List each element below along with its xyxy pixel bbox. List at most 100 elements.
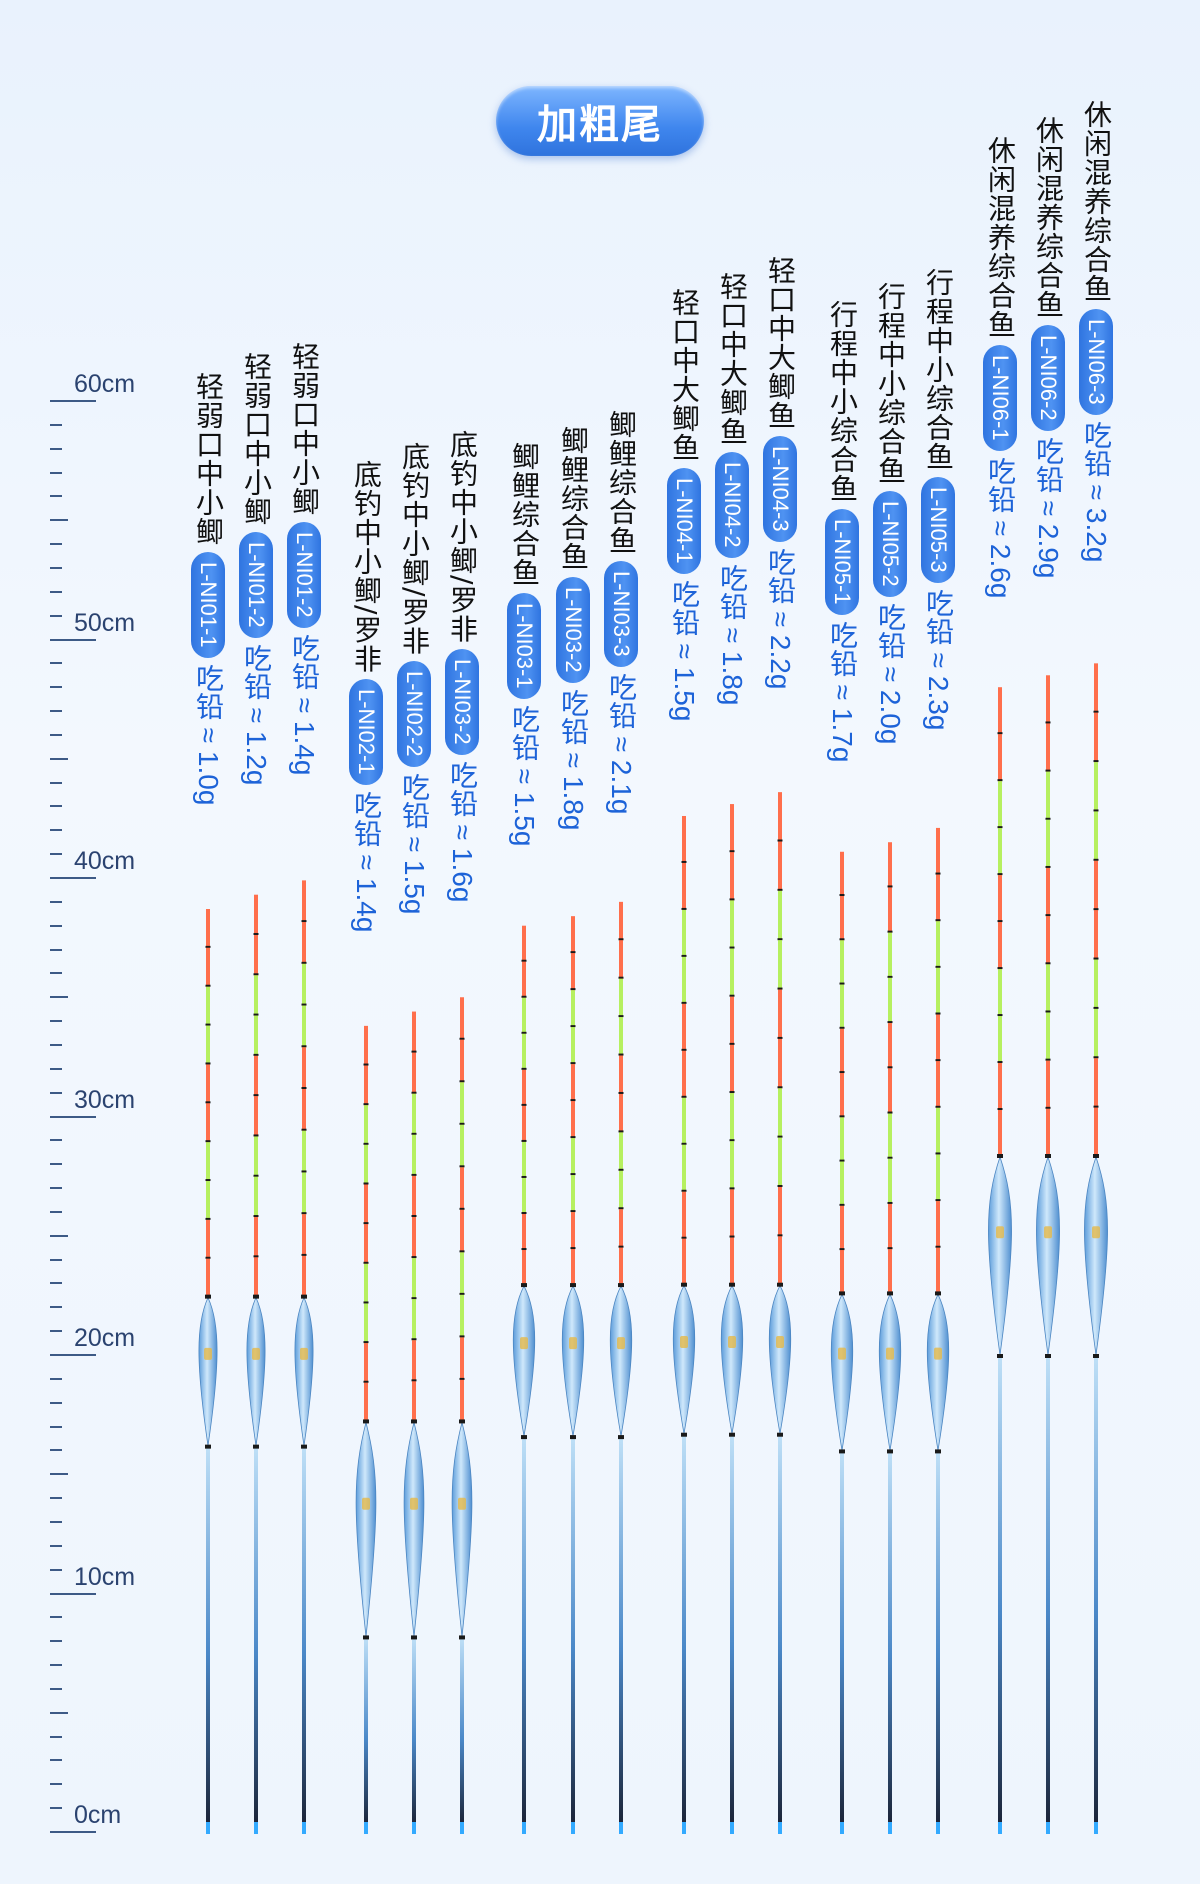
float-body-cap [935, 1291, 941, 1296]
float-tip-band [459, 1207, 465, 1210]
ruler-tick [50, 1187, 62, 1190]
float-stem [998, 1355, 1002, 1824]
float-tip-band [411, 1256, 417, 1259]
float-tip-segment [571, 1138, 575, 1176]
float-tip-band [363, 1182, 369, 1185]
float-body-base [253, 1444, 259, 1449]
float-logo-mark [1092, 1226, 1100, 1239]
float-tip-segment [778, 989, 782, 1040]
float-label-column: 轻弱口中小鲫 L-NI01-2 吃铅 ≈ 1.2g [235, 352, 277, 785]
float-tip-band [839, 894, 845, 897]
float-tip-band [997, 732, 1003, 735]
float-stem-end [998, 1822, 1002, 1834]
model-badge: L-NI02-1 [349, 679, 383, 786]
ruler-tick [50, 1282, 62, 1285]
model-badge: L-NI03-2 [556, 577, 590, 683]
float-tip-band [1045, 1010, 1051, 1013]
float-tip-segment [619, 940, 623, 980]
float-label-column: 底钓中小鲫/罗非 L-NI02-2 吃铅 ≈ 1.5g [393, 442, 435, 914]
model-badge: L-NI03-1 [507, 593, 541, 699]
lead-weight: 吃铅 ≈ 1.7g [827, 620, 858, 763]
lead-weight: 吃铅 ≈ 1.2g [241, 643, 272, 786]
float-tip-segment [730, 948, 734, 998]
ruler-tick [50, 996, 68, 999]
float-body-base [521, 1435, 527, 1440]
float-description: 轻口中大鲫鱼 [716, 272, 749, 446]
float-tip-band [521, 1248, 527, 1251]
float-tip-band [729, 1042, 735, 1045]
float-body-base [205, 1444, 211, 1449]
float-tip-band [1045, 721, 1051, 724]
float-label-column: 鲫鲤综合鱼 L-NI03-3 吃铅 ≈ 2.1g [600, 410, 642, 814]
float-tip-segment [840, 1028, 844, 1074]
float-tip-band [301, 1170, 307, 1173]
float-tip-band [777, 1036, 783, 1039]
float-tip-segment [778, 841, 782, 892]
float-tip-segment [936, 921, 940, 969]
float-tip-segment [364, 1224, 368, 1265]
float-tip-band [253, 1053, 259, 1056]
float-label-column: 休闲混养综合鱼 L-NI06-2 吃铅 ≈ 2.9g [1027, 116, 1069, 578]
float-body-cap [997, 1154, 1003, 1158]
float-tip-band [411, 1132, 417, 1135]
model-badge: L-NI06-1 [983, 345, 1017, 451]
float-tip-segment [412, 1216, 416, 1259]
float-tip-band [729, 1187, 735, 1190]
float-tip-band [521, 1103, 527, 1106]
float-tip-band [363, 1301, 369, 1304]
float-tip-band [1093, 858, 1099, 861]
float-stem-end [460, 1822, 464, 1834]
float-tip-band [997, 920, 1003, 923]
float-tip-band [459, 1377, 465, 1380]
float-tip-segment [998, 687, 1002, 735]
float-tip-segment [364, 1184, 368, 1225]
float-tip-segment [460, 1294, 464, 1338]
float-tip-band [1045, 962, 1051, 965]
float-tip-band [459, 1080, 465, 1083]
float-tip-band [570, 1136, 576, 1139]
model-badge: L-NI04-1 [667, 468, 701, 574]
ruler-tick [50, 829, 62, 832]
float-body-cap [729, 1282, 735, 1287]
model-code: L-NI03-1 [512, 603, 537, 689]
float-tip-band [681, 1095, 687, 1098]
ruler-label: 10cm [74, 1562, 136, 1591]
model-badge: L-NI01-2 [287, 522, 321, 628]
float-body-cap [411, 1419, 417, 1424]
float-stem-end [1094, 1822, 1098, 1834]
float-tip-band [521, 959, 527, 962]
float-logo-mark [362, 1497, 370, 1510]
float-tip-segment [302, 922, 306, 965]
float-tip-band [205, 945, 211, 948]
float-description: 轻弱口中小鲫 [240, 352, 273, 526]
model-badge: L-NI04-3 [763, 436, 797, 542]
float-tip-band [521, 1139, 527, 1142]
float-tip-band [839, 1159, 845, 1162]
float-tip-band [618, 1245, 624, 1248]
float-tip-band [935, 919, 941, 922]
ruler-tick [50, 1807, 62, 1810]
float-tip-segment [730, 1189, 734, 1239]
float-tip-band [1093, 710, 1099, 713]
float-tip-segment [1046, 675, 1050, 724]
float-stem [364, 1636, 368, 1824]
float-body-cap [363, 1419, 369, 1424]
float-tip-band [839, 938, 845, 941]
model-badge: L-NI05-3 [921, 477, 955, 583]
float-tip-segment [302, 880, 306, 923]
lead-weight: 吃铅 ≈ 1.5g [509, 704, 540, 847]
float-tip-segment [302, 1255, 306, 1299]
float-tip-segment [412, 1134, 416, 1177]
float-body-base [1093, 1354, 1099, 1358]
ruler-tick [50, 948, 62, 951]
float-stem-end [730, 1822, 734, 1834]
ruler-tick [50, 686, 62, 689]
float-tip-band [935, 1152, 941, 1155]
model-code: L-NI02-1 [354, 689, 379, 776]
float-tip-segment [254, 1096, 258, 1137]
float-tip-band [301, 1045, 307, 1048]
float-tip-segment [998, 969, 1002, 1017]
float-tip-segment [571, 1249, 575, 1287]
float-stem-end [888, 1822, 892, 1834]
float-tip-segment [840, 984, 844, 1030]
